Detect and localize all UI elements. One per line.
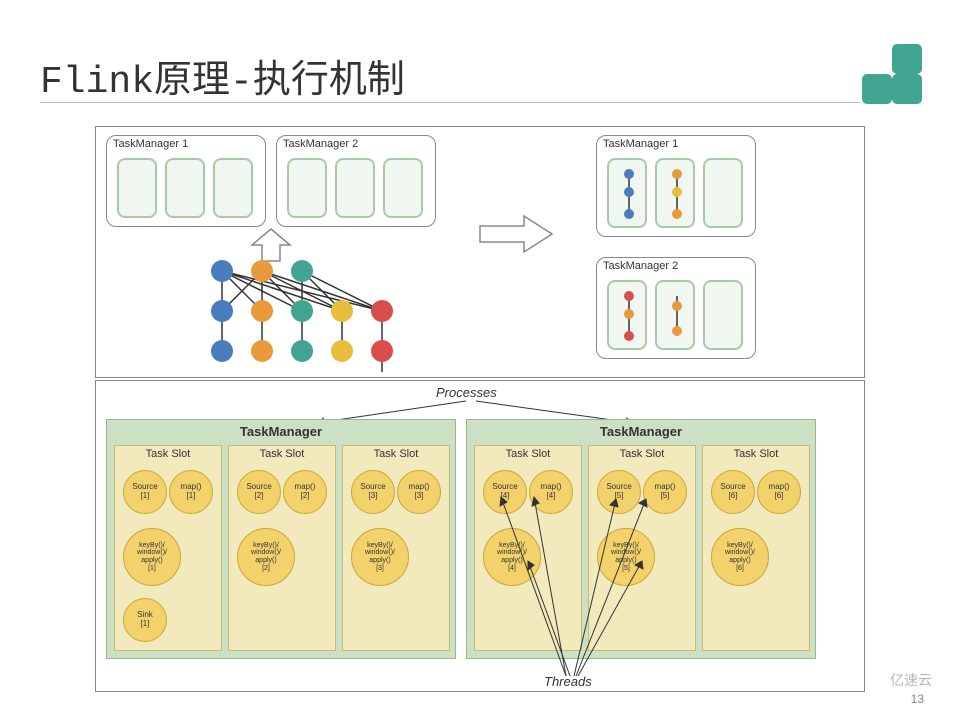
node-green [291, 340, 313, 362]
node-blue [211, 340, 233, 362]
slot-filled [607, 280, 647, 350]
tm1-label: TaskManager 1 [107, 136, 265, 152]
node-green [291, 260, 313, 282]
diagram-panel-2: Processes TaskManager TaskManager Task S… [95, 380, 865, 692]
page-title: Flink原理-执行机制 [40, 48, 405, 104]
right-arrow-icon [476, 212, 556, 256]
node-red [371, 340, 393, 362]
slot-filled [655, 280, 695, 350]
node-orange [251, 340, 273, 362]
slot-empty [117, 158, 157, 218]
slot-empty [335, 158, 375, 218]
taskmanager-1-r-box: TaskManager 1 [596, 135, 756, 237]
taskmanager-2-r-box: TaskManager 2 [596, 257, 756, 359]
slot-empty [383, 158, 423, 218]
slot-empty [165, 158, 205, 218]
taskmanager-2-box: TaskManager 2 [276, 135, 436, 227]
title-underline [40, 102, 860, 103]
node-orange [251, 260, 273, 282]
logo-icon [862, 44, 932, 104]
slot-empty [213, 158, 253, 218]
tm1r-label: TaskManager 1 [597, 136, 755, 152]
watermark: 亿速云 [890, 670, 932, 690]
node-green [291, 300, 313, 322]
node-yellow [331, 300, 353, 322]
node-orange [251, 300, 273, 322]
node-red [371, 300, 393, 322]
diagram-panel-1: TaskManager 1 TaskManager 2 [95, 126, 865, 378]
page-number: 13 [911, 692, 924, 706]
node-blue [211, 260, 233, 282]
slot-empty [703, 158, 743, 228]
slot-filled [607, 158, 647, 228]
slot-empty [287, 158, 327, 218]
tm2r-label: TaskManager 2 [597, 258, 755, 274]
slot-empty [703, 280, 743, 350]
slot-filled [655, 158, 695, 228]
tm2-label: TaskManager 2 [277, 136, 435, 152]
node-yellow [331, 340, 353, 362]
taskmanager-1-box: TaskManager 1 [106, 135, 266, 227]
thread-arrows [96, 381, 866, 681]
node-blue [211, 300, 233, 322]
